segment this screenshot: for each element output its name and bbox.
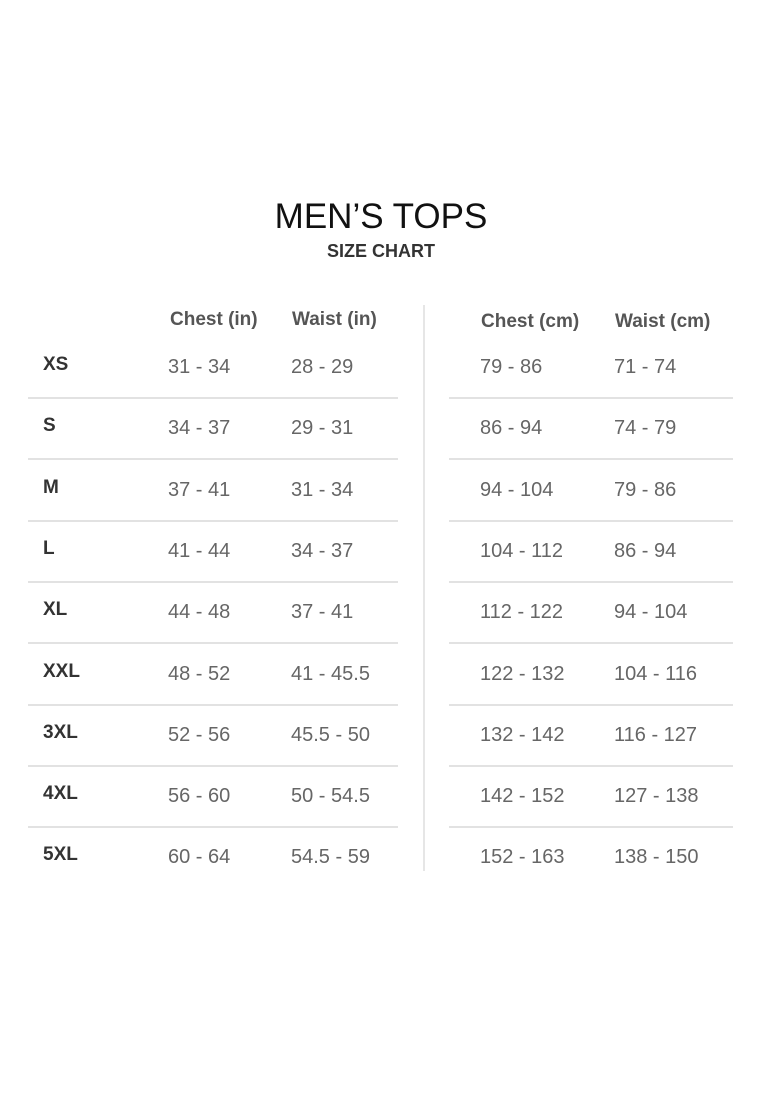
size-label: M — [43, 476, 59, 498]
row-separator — [28, 397, 398, 399]
chest-cm-cell: 104 - 112 — [480, 539, 564, 562]
row-separator — [28, 826, 398, 829]
row-separator — [449, 703, 733, 706]
row-separator — [28, 764, 398, 767]
row-separator — [449, 580, 733, 583]
size-label: 3XL — [43, 721, 78, 743]
chest-in-cell: 41 - 44 — [168, 539, 231, 562]
page-title: MEN’S TOPS — [274, 197, 488, 236]
size-label: L — [43, 537, 55, 559]
size-label: XXL — [43, 660, 80, 682]
chest-cm-cell: 79 - 86 — [480, 356, 543, 378]
size-label: 4XL — [43, 783, 78, 805]
size-label: S — [43, 415, 56, 437]
waist-in-cell: 34 - 37 — [291, 539, 354, 562]
page-subtitle: SIZE CHART — [327, 241, 435, 261]
size-label: XL — [43, 599, 68, 621]
waist-cm-cell: 94 - 104 — [614, 601, 688, 624]
chest-cm-cell: 122 - 132 — [480, 662, 565, 685]
header-chest-cm: Chest (cm) — [481, 311, 580, 332]
size-label: 5XL — [43, 844, 78, 866]
waist-cm-cell: 104 - 116 — [614, 662, 698, 685]
row-separator — [28, 580, 398, 583]
row-separator — [449, 397, 733, 399]
waist-cm-cell: 86 - 94 — [614, 539, 677, 562]
waist-in-cell: 50 - 54.5 — [291, 785, 370, 808]
chest-in-cell: 44 - 48 — [168, 601, 231, 624]
chest-cm-cell: 112 - 122 — [480, 601, 564, 624]
waist-cm-cell: 74 - 79 — [614, 417, 677, 440]
waist-in-cell: 31 - 34 — [291, 478, 354, 501]
row-separator — [28, 703, 398, 706]
row-separator — [449, 458, 733, 461]
chest-cm-cell: 94 - 104 — [480, 478, 554, 501]
waist-cm-cell: 79 - 86 — [614, 478, 677, 501]
row-separator — [449, 519, 733, 522]
chest-in-cell: 56 - 60 — [168, 785, 231, 808]
waist-in-cell: 54.5 - 59 — [291, 846, 370, 869]
chest-in-cell: 52 - 56 — [168, 723, 231, 746]
waist-cm-cell: 138 - 150 — [614, 846, 699, 869]
chest-cm-cell: 152 - 163 — [480, 846, 565, 869]
row-separator — [28, 642, 398, 645]
header-waist-in: Waist (in) — [292, 309, 377, 330]
chest-in-cell: 31 - 34 — [168, 356, 231, 378]
waist-cm-cell: 127 - 138 — [614, 785, 699, 808]
header-waist-cm: Waist (cm) — [615, 311, 711, 332]
chest-in-cell: 37 - 41 — [168, 478, 231, 501]
chest-in-cell: 48 - 52 — [168, 662, 231, 685]
chest-cm-cell: 142 - 152 — [480, 785, 565, 808]
size-label: XS — [43, 354, 69, 375]
chest-cm-cell: 86 - 94 — [480, 417, 543, 440]
header-chest-in: Chest (in) — [170, 309, 258, 330]
waist-cm-cell: 116 - 127 — [614, 723, 698, 746]
row-separator — [28, 458, 398, 461]
waist-cm-cell: 71 - 74 — [614, 356, 677, 378]
row-separator — [28, 519, 398, 522]
table-divider — [423, 305, 425, 871]
waist-in-cell: 37 - 41 — [291, 601, 354, 624]
chest-in-cell: 60 - 64 — [168, 846, 231, 869]
row-separator — [449, 642, 733, 645]
row-separator — [449, 764, 733, 767]
waist-in-cell: 45.5 - 50 — [291, 723, 370, 746]
row-separator — [449, 826, 733, 829]
waist-in-cell: 28 - 29 — [291, 356, 354, 378]
waist-in-cell: 41 - 45.5 — [291, 662, 370, 685]
chest-in-cell: 34 - 37 — [168, 417, 231, 440]
chest-cm-cell: 132 - 142 — [480, 723, 565, 746]
waist-in-cell: 29 - 31 — [291, 417, 354, 440]
